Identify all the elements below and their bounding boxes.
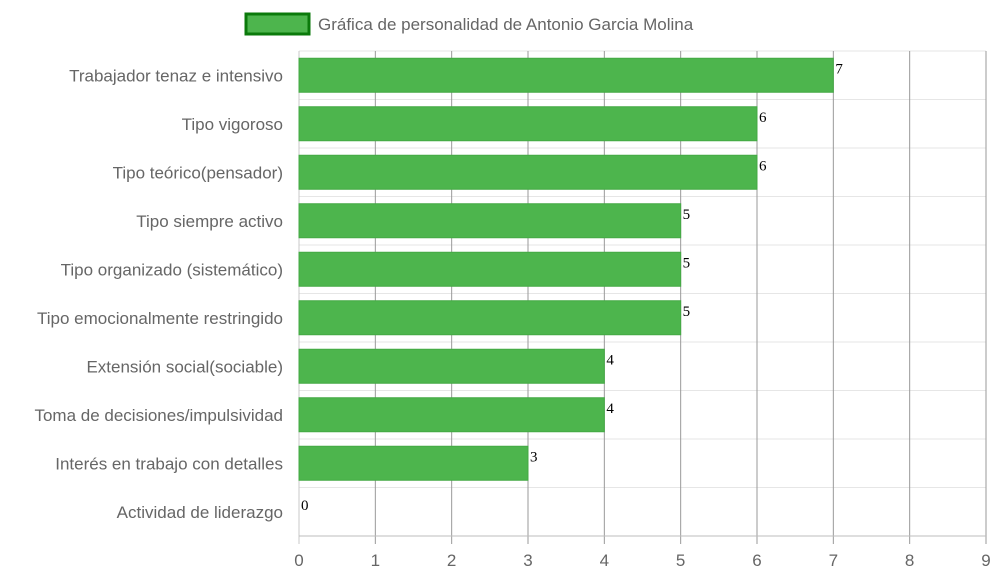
bars <box>298 57 834 481</box>
bar[interactable] <box>298 203 682 239</box>
category-label: Actividad de liderazgo <box>117 503 283 522</box>
bar[interactable] <box>298 397 605 433</box>
bar[interactable] <box>298 106 758 142</box>
data-label: 0 <box>301 498 309 514</box>
data-label: 7 <box>835 61 843 77</box>
data-label: 5 <box>683 207 691 223</box>
bar[interactable] <box>298 57 834 93</box>
data-label: 6 <box>759 110 767 126</box>
bar[interactable] <box>298 300 682 336</box>
x-tick-label: 9 <box>981 551 990 570</box>
x-tick-label: 3 <box>523 551 532 570</box>
bar[interactable] <box>298 251 682 287</box>
category-label: Tipo siempre activo <box>136 212 283 231</box>
bar[interactable] <box>298 348 605 384</box>
bar[interactable] <box>298 445 529 481</box>
x-tick-label: 4 <box>600 551 609 570</box>
category-label: Tipo organizado (sistemático) <box>61 260 283 279</box>
category-labels: Trabajador tenaz e intensivo Tipo vigoros… <box>34 66 283 522</box>
x-tick-label: 8 <box>905 551 914 570</box>
data-label: 3 <box>530 449 538 465</box>
data-label: 4 <box>606 401 614 417</box>
data-label: 5 <box>683 304 691 320</box>
x-axis-ticks: 0 1 2 3 4 5 6 7 8 9 <box>294 551 990 570</box>
category-label: Tipo vigoroso <box>182 115 283 134</box>
data-label: 4 <box>606 352 614 368</box>
x-tick-label: 6 <box>752 551 761 570</box>
category-label: Interés en trabajo con detalles <box>55 454 283 473</box>
data-label: 5 <box>683 255 691 271</box>
x-tick-label: 7 <box>829 551 838 570</box>
category-label: Tipo emocionalmente restringido <box>37 309 283 328</box>
x-tick-label: 1 <box>371 551 380 570</box>
x-tick-label: 2 <box>447 551 456 570</box>
bar[interactable] <box>298 154 758 190</box>
x-tick-label: 0 <box>294 551 303 570</box>
legend-label: Gráfica de personalidad de Antonio Garci… <box>318 15 694 34</box>
legend-swatch <box>244 12 311 36</box>
x-tick-label: 5 <box>676 551 685 570</box>
data-label: 6 <box>759 158 767 174</box>
category-label: Trabajador tenaz e intensivo <box>69 66 283 85</box>
category-label: Extensión social(sociable) <box>86 357 283 376</box>
category-label: Tipo teórico(pensador) <box>113 163 283 182</box>
data-labels: 7 6 6 5 5 5 4 4 3 0 <box>301 61 843 514</box>
category-label: Toma de decisiones/impulsividad <box>34 406 283 425</box>
legend[interactable]: Gráfica de personalidad de Antonio Garci… <box>244 12 694 36</box>
